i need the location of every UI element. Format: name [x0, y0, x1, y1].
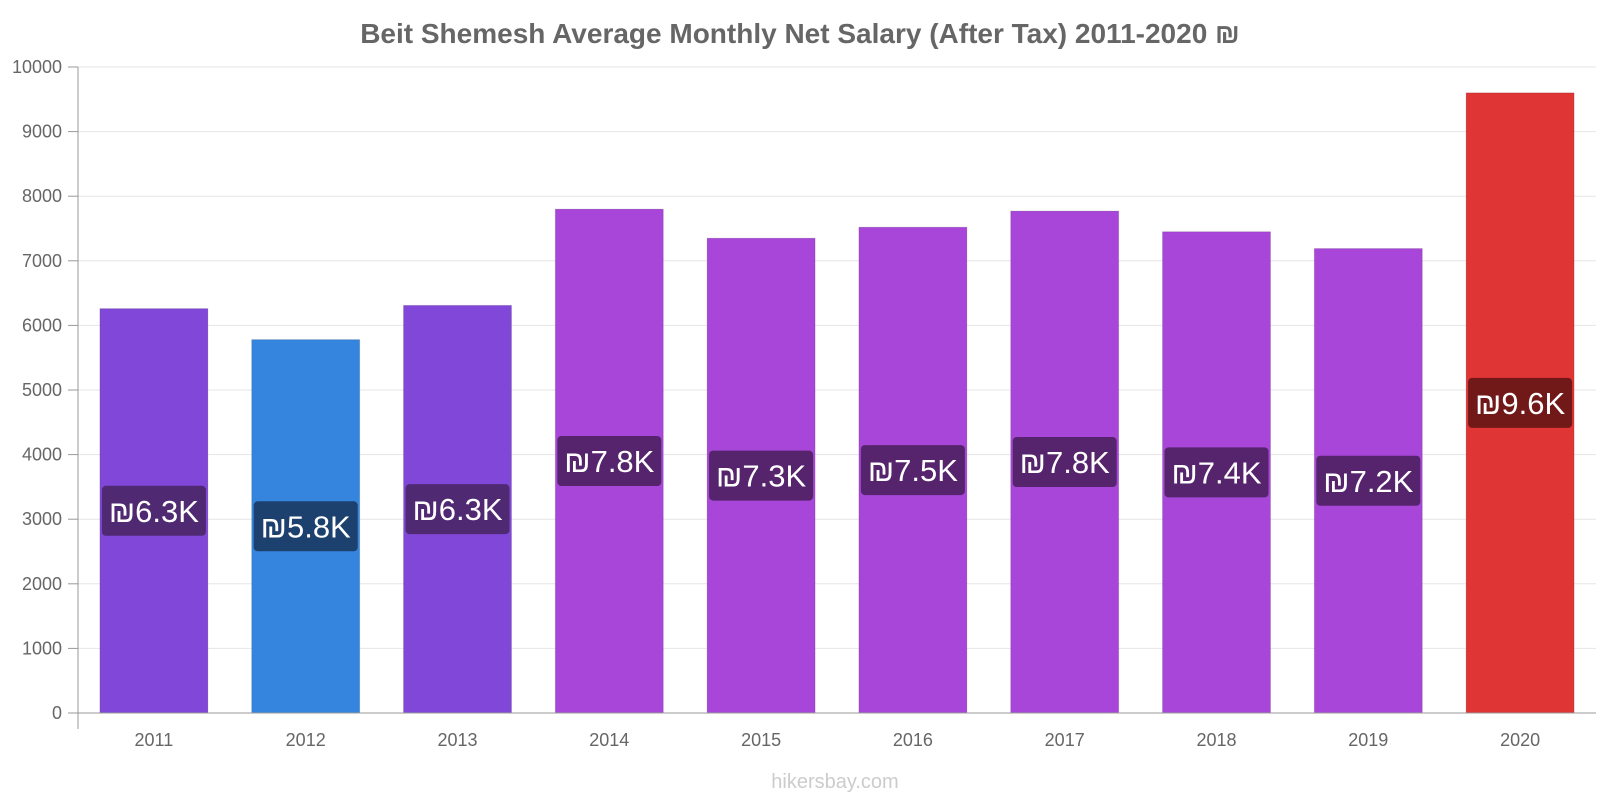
- y-tick-label: 4000: [22, 445, 62, 465]
- data-label-background: [1468, 377, 1573, 428]
- x-tick-label: 2012: [286, 730, 326, 750]
- x-tick-label: 2016: [893, 730, 933, 750]
- data-label-background: [253, 501, 358, 552]
- y-tick-label: 6000: [22, 315, 62, 335]
- data-label-background: [860, 445, 965, 496]
- data-label: ₪7.2K: [1323, 464, 1413, 499]
- y-tick-label: 7000: [22, 251, 62, 271]
- chart-title: Beit Shemesh Average Monthly Net Salary …: [360, 18, 1240, 49]
- data-label: ₪9.6K: [1475, 386, 1565, 421]
- y-tick-label: 1000: [22, 638, 62, 658]
- y-tick-label: 2000: [22, 574, 62, 594]
- data-label: ₪7.5K: [868, 453, 958, 488]
- data-label: ₪7.8K: [1020, 445, 1110, 480]
- data-label: ₪6.3K: [109, 494, 199, 529]
- data-label: ₪7.4K: [1171, 455, 1261, 490]
- y-tick-label: 5000: [22, 380, 62, 400]
- x-tick-label: 2019: [1348, 730, 1388, 750]
- x-tick-label: 2014: [589, 730, 629, 750]
- x-tick-label: 2015: [741, 730, 781, 750]
- y-tick-label: 9000: [22, 122, 62, 142]
- bars: [99, 92, 1575, 714]
- x-tick-label: 2013: [437, 730, 477, 750]
- data-label: ₪5.8K: [261, 509, 351, 544]
- y-tick-label: 8000: [22, 186, 62, 206]
- y-tick-label: 10000: [12, 57, 62, 77]
- x-tick-label: 2018: [1196, 730, 1236, 750]
- y-tick-label: 0: [52, 703, 62, 723]
- x-tick-label: 2011: [135, 730, 174, 750]
- data-label: ₪7.3K: [716, 459, 806, 494]
- axes: 0 1000 2000 3000 4000 5000 6000 7000 8000 9000 100…: [12, 57, 1596, 750]
- x-tick-label: 2020: [1500, 730, 1540, 750]
- data-label-background: [1316, 455, 1421, 506]
- data-label-background: [405, 484, 510, 535]
- y-tick-label: 3000: [22, 509, 62, 529]
- data-label: ₪6.3K: [412, 492, 502, 527]
- data-label-background: [1012, 437, 1117, 488]
- data-label-background: [1164, 447, 1269, 498]
- data-labels: ₪6.3K ₪5.8K ₪6.3K ₪7.8K ₪7.3K ₪7.5K ₪7.8K ₪7.4K…: [101, 377, 1573, 552]
- data-label-background: [101, 485, 206, 536]
- data-label: ₪7.8K: [564, 444, 654, 479]
- x-tick-label: 2017: [1045, 730, 1085, 750]
- data-label-background: [709, 450, 814, 501]
- watermark: hikersbay.com: [771, 771, 898, 793]
- data-label-background: [557, 436, 662, 487]
